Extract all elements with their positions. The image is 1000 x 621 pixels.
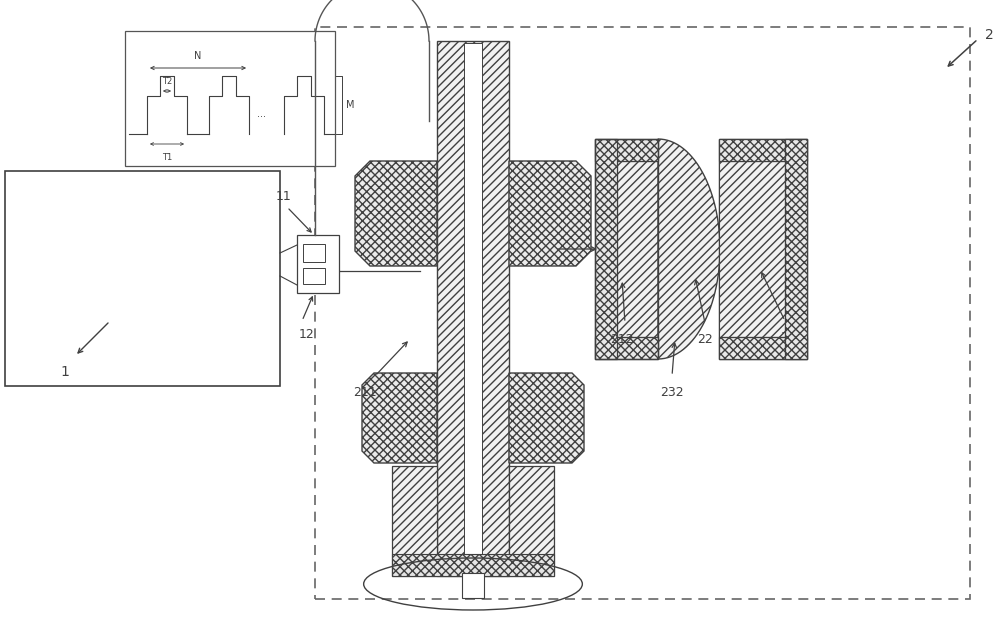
- Bar: [125, 31, 335, 166]
- Text: 212: 212: [610, 333, 634, 346]
- Text: 1: 1: [61, 365, 69, 379]
- Bar: [719, 139, 807, 359]
- Bar: [392, 554, 554, 576]
- Text: 12: 12: [299, 328, 315, 341]
- Bar: [719, 337, 807, 359]
- Bar: [509, 466, 554, 576]
- Bar: [462, 573, 484, 598]
- Text: T2: T2: [162, 77, 172, 86]
- Bar: [303, 268, 325, 284]
- Polygon shape: [509, 373, 584, 463]
- Bar: [297, 235, 339, 293]
- Bar: [595, 337, 658, 359]
- Text: ...: ...: [258, 109, 266, 119]
- Text: N: N: [194, 51, 202, 61]
- Bar: [303, 244, 325, 262]
- Text: 232: 232: [660, 386, 684, 399]
- Bar: [719, 139, 807, 161]
- Text: 11: 11: [276, 190, 292, 203]
- Bar: [437, 41, 509, 576]
- Bar: [392, 466, 437, 576]
- Bar: [617, 161, 658, 337]
- Bar: [5, 171, 280, 386]
- Text: M: M: [346, 100, 355, 110]
- Text: 22: 22: [697, 333, 713, 346]
- Text: 211: 211: [353, 386, 377, 399]
- Polygon shape: [355, 161, 437, 266]
- Polygon shape: [362, 373, 437, 463]
- Bar: [595, 139, 658, 359]
- Bar: [315, 27, 970, 599]
- Text: 231: 231: [780, 331, 804, 344]
- Polygon shape: [509, 161, 591, 266]
- Bar: [464, 43, 482, 574]
- Bar: [785, 139, 807, 359]
- Polygon shape: [658, 139, 720, 359]
- Bar: [719, 161, 785, 337]
- Text: T1: T1: [162, 153, 172, 162]
- Bar: [595, 139, 658, 161]
- Bar: [595, 139, 617, 359]
- Text: 2: 2: [985, 28, 994, 42]
